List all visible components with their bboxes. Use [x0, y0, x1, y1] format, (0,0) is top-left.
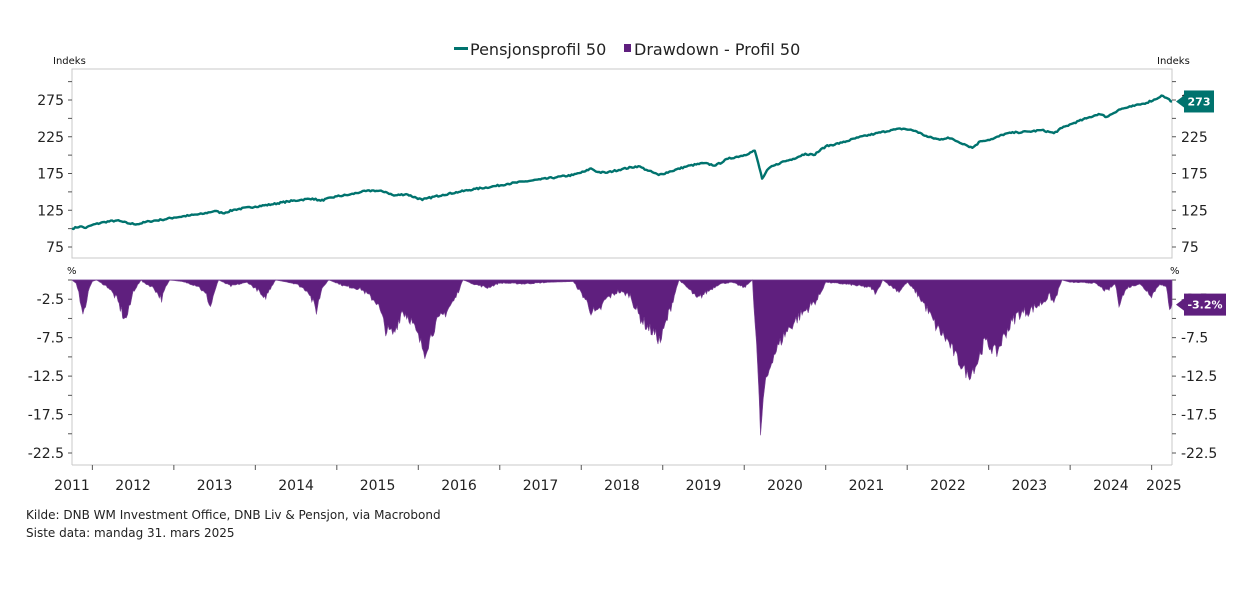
x-tick-label: 2024: [1093, 478, 1129, 494]
x-tick-label: 2020: [767, 478, 803, 494]
x-tick-label: 2014: [278, 478, 314, 494]
top-panel: Indeks Indeks 75 125 175 225 275 75 125 175 225…: [37, 56, 1214, 259]
left-y-tick-label: 175: [37, 167, 64, 183]
bottom-right-unit-label: %: [1170, 266, 1180, 277]
bottom-panel: % % -2.5 -7.5 -12.5 -17.5 -22.5 -2.5 -7.5 -12.…: [28, 266, 1226, 466]
last-data-note: Siste data: mandag 31. mars 2025: [26, 526, 235, 540]
x-tick-label: 2021: [849, 478, 885, 494]
x-tick-label: 2015: [360, 478, 396, 494]
x-tick-label: 2017: [523, 478, 559, 494]
drawdown-badge-arrow: [1176, 298, 1184, 311]
drawdown-badge-box: [1184, 293, 1226, 316]
legend-label-index: Pensjonsprofil 50: [470, 40, 606, 59]
right-y-tick-label: 225: [1181, 130, 1208, 146]
left-y-tick-label: -22.5: [28, 446, 64, 462]
right-y-tick-label: 175: [1181, 167, 1208, 183]
left-y-tick-label: 275: [37, 93, 64, 109]
legend-label-drawdown: Drawdown - Profil 50: [634, 40, 800, 59]
left-y-tick-label: -17.5: [28, 408, 64, 424]
right-y-tick-label: 75: [1181, 240, 1199, 256]
x-tick-label: 2022: [930, 478, 966, 494]
index-badge-box: [1184, 90, 1214, 113]
drawdown-last-value-badge: -3.2%: [1176, 293, 1226, 316]
left-y-tick-label: 225: [37, 130, 64, 146]
top-right-unit-label: Indeks: [1157, 56, 1190, 67]
x-tick-label: 2013: [197, 478, 233, 494]
legend-line-marker: [454, 47, 468, 50]
right-y-tick-label: -17.5: [1181, 408, 1217, 424]
drawdown-badge-text: -3.2%: [1187, 299, 1222, 312]
x-tick-label: 2011: [54, 478, 90, 494]
right-y-tick-label: -12.5: [1181, 369, 1217, 385]
index-badge-arrow: [1176, 95, 1184, 108]
right-y-tick-label: -22.5: [1181, 446, 1217, 462]
left-y-tick-label: -12.5: [28, 369, 64, 385]
x-tick-label: 2018: [604, 478, 640, 494]
index-line-series: [71, 94, 1173, 231]
top-left-y-axis: 75 125 175 225 275: [37, 81, 72, 256]
x-tick-label: 2023: [1012, 478, 1048, 494]
bottom-left-unit-label: %: [67, 266, 77, 277]
legend-square-marker: [624, 44, 631, 52]
top-left-unit-label: Indeks: [53, 56, 86, 67]
drawdown-area-series: [71, 279, 1173, 436]
index-last-value-badge: 273: [1176, 90, 1214, 113]
x-tick-label: 2012: [115, 478, 151, 494]
left-y-tick-label: -2.5: [37, 292, 64, 308]
left-y-tick-label: 125: [37, 203, 64, 219]
source-note: Kilde: DNB WM Investment Office, DNB Liv…: [26, 508, 441, 522]
index-badge-text: 273: [1188, 95, 1211, 108]
right-y-tick-label: 125: [1181, 203, 1208, 219]
left-y-tick-label: -7.5: [37, 331, 64, 347]
x-tick-label: 2016: [441, 478, 477, 494]
right-y-tick-label: -7.5: [1181, 331, 1208, 347]
top-plot-frame: [71, 68, 1173, 259]
x-tick-label: 2019: [686, 478, 722, 494]
left-y-tick-label: 75: [46, 240, 64, 256]
x-axis: 2011 2012 2013 2014 2015 2016 2017 2018 2019 2020…: [54, 465, 1182, 494]
legend: Pensjonsprofil 50 Drawdown - Profil 50: [454, 40, 800, 59]
x-tick-label: 2025: [1146, 478, 1182, 494]
bottom-left-y-axis: -2.5 -7.5 -12.5 -17.5 -22.5: [28, 279, 72, 462]
